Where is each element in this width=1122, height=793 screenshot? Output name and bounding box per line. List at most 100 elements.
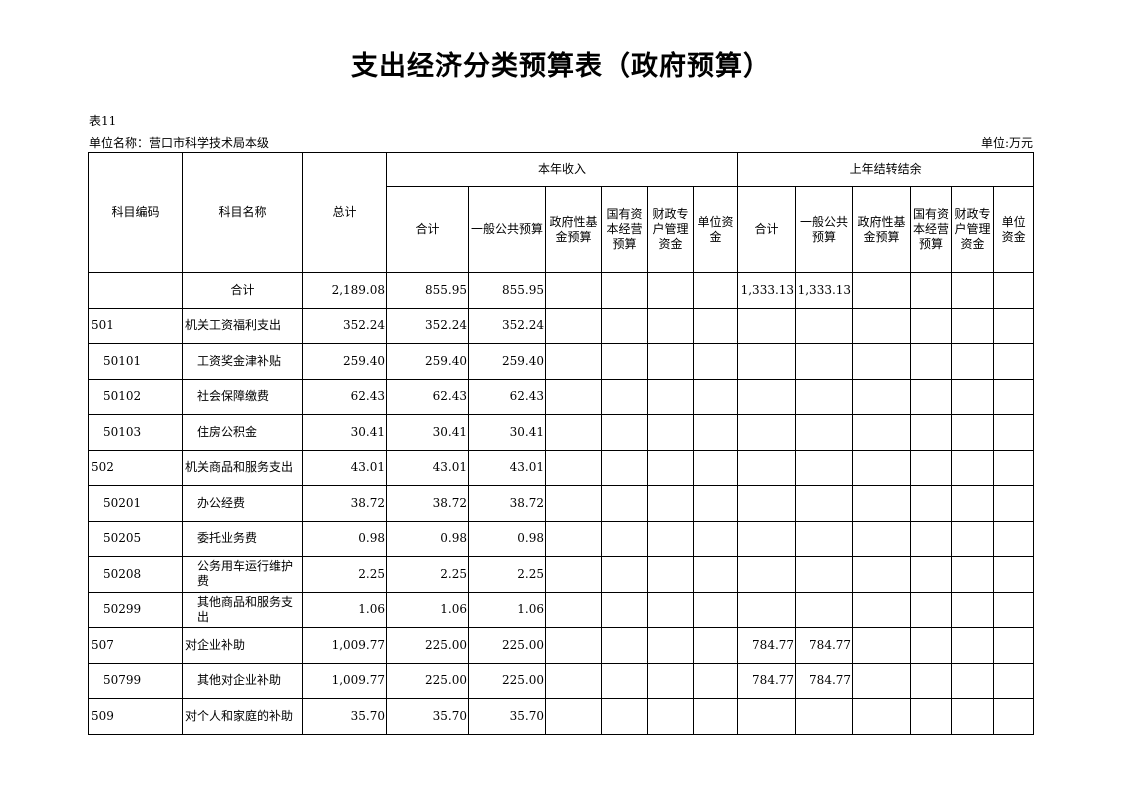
cell-value bbox=[647, 485, 694, 522]
cell-value bbox=[692, 272, 739, 309]
cell-value bbox=[795, 414, 854, 451]
cell-value bbox=[795, 378, 854, 415]
cell-value bbox=[545, 449, 602, 486]
table-row: 50103 住房公积金 30.41 30.41 30.41 bbox=[88, 414, 1035, 451]
cell-value: 1.06 bbox=[386, 591, 469, 628]
cell-code: 507 bbox=[88, 627, 183, 664]
cell-value bbox=[545, 485, 602, 522]
cell-value bbox=[601, 556, 648, 593]
cell-value: 2,189.08 bbox=[302, 272, 387, 309]
cell-value bbox=[737, 520, 797, 557]
cell-name: 委托业务费 bbox=[182, 520, 303, 557]
cell-value bbox=[951, 414, 995, 451]
cell-value bbox=[852, 414, 912, 451]
cell-value bbox=[852, 662, 912, 699]
cell-value bbox=[647, 662, 694, 699]
cell-value bbox=[795, 449, 854, 486]
cell-value bbox=[601, 627, 648, 664]
cell-value bbox=[601, 449, 648, 486]
cell-value: 38.72 bbox=[302, 485, 387, 522]
cell-value: 352.24 bbox=[386, 307, 469, 344]
cell-name: 其他商品和服务支出 bbox=[182, 591, 303, 628]
cell-value: 855.95 bbox=[468, 272, 546, 309]
header-name: 科目名称 bbox=[182, 152, 303, 273]
cell-value bbox=[692, 449, 739, 486]
cell-value bbox=[692, 414, 739, 451]
cell-value: 225.00 bbox=[386, 627, 469, 664]
cell-value bbox=[852, 343, 912, 380]
cell-value bbox=[737, 307, 797, 344]
cell-code: 50205 bbox=[88, 520, 183, 557]
cell-value bbox=[737, 378, 797, 415]
cell-value bbox=[993, 343, 1035, 380]
cell-value bbox=[692, 662, 739, 699]
cell-value bbox=[951, 307, 995, 344]
cell-value bbox=[545, 698, 602, 735]
budget-table: 科目编码 科目名称 总计 本年收入 上年结转结余 合计 一般公共预算 政府性基金预算… bbox=[88, 152, 1035, 735]
cell-value: 35.70 bbox=[302, 698, 387, 735]
cell-value bbox=[692, 627, 739, 664]
cell-value: 0.98 bbox=[468, 520, 546, 557]
cell-value bbox=[692, 485, 739, 522]
cell-name: 办公经费 bbox=[182, 485, 303, 522]
cell-value bbox=[545, 591, 602, 628]
cell-value bbox=[993, 556, 1035, 593]
cell-value bbox=[852, 591, 912, 628]
table-row: 50201 办公经费 38.72 38.72 38.72 bbox=[88, 485, 1035, 522]
cell-name: 其他对企业补助 bbox=[182, 662, 303, 699]
cell-code: 50799 bbox=[88, 662, 183, 699]
cell-value: 2.25 bbox=[386, 556, 469, 593]
cell-value: 30.41 bbox=[386, 414, 469, 451]
header-code: 科目编码 bbox=[88, 152, 183, 273]
cell-value: 30.41 bbox=[468, 414, 546, 451]
cell-value bbox=[737, 556, 797, 593]
cell-value bbox=[993, 272, 1035, 309]
cell-value bbox=[910, 414, 953, 451]
cell-value: 2.25 bbox=[468, 556, 546, 593]
cell-value: 43.01 bbox=[302, 449, 387, 486]
cell-code: 50101 bbox=[88, 343, 183, 380]
cell-value bbox=[795, 307, 854, 344]
table-row: 502 机关商品和服务支出 43.01 43.01 43.01 bbox=[88, 449, 1035, 486]
cell-value bbox=[993, 378, 1035, 415]
cell-value bbox=[601, 698, 648, 735]
cell-value: 0.98 bbox=[302, 520, 387, 557]
cell-code: 509 bbox=[88, 698, 183, 735]
cell-value bbox=[795, 520, 854, 557]
table-row: 50205 委托业务费 0.98 0.98 0.98 bbox=[88, 520, 1035, 557]
cell-value: 43.01 bbox=[386, 449, 469, 486]
cell-value bbox=[545, 627, 602, 664]
cell-value: 784.77 bbox=[795, 627, 854, 664]
cell-value bbox=[737, 485, 797, 522]
cell-value bbox=[951, 485, 995, 522]
cell-value bbox=[910, 343, 953, 380]
cell-value bbox=[647, 378, 694, 415]
cell-value: 855.95 bbox=[386, 272, 469, 309]
cell-value bbox=[993, 591, 1035, 628]
cell-value bbox=[795, 591, 854, 628]
cell-value bbox=[951, 698, 995, 735]
header-carryover-4: 财政专户管理资金 bbox=[951, 186, 995, 273]
header-carryover-5: 单位资金 bbox=[993, 186, 1035, 273]
cell-value bbox=[852, 627, 912, 664]
header-total: 总计 bbox=[302, 152, 387, 273]
cell-value: 259.40 bbox=[468, 343, 546, 380]
cell-value bbox=[993, 485, 1035, 522]
cell-value bbox=[545, 272, 602, 309]
cell-value: 43.01 bbox=[468, 449, 546, 486]
cell-value bbox=[852, 378, 912, 415]
cell-value bbox=[545, 343, 602, 380]
cell-value bbox=[545, 378, 602, 415]
cell-value bbox=[951, 662, 995, 699]
cell-value: 1.06 bbox=[302, 591, 387, 628]
cell-value bbox=[993, 449, 1035, 486]
cell-value: 1.06 bbox=[468, 591, 546, 628]
cell-value bbox=[852, 698, 912, 735]
cell-value bbox=[647, 627, 694, 664]
cell-value bbox=[993, 307, 1035, 344]
cell-value: 225.00 bbox=[386, 662, 469, 699]
cell-value bbox=[795, 556, 854, 593]
table-row: 501 机关工资福利支出 352.24 352.24 352.24 bbox=[88, 307, 1035, 344]
cell-value bbox=[910, 627, 953, 664]
header-current-0: 合计 bbox=[386, 186, 469, 273]
